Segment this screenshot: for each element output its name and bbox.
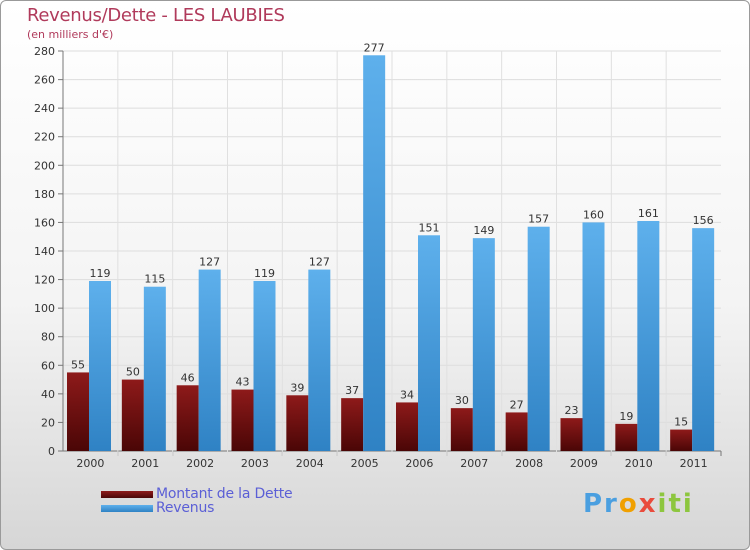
legend-swatch-debt [101, 490, 153, 498]
y-tick-label: 260 [34, 74, 55, 87]
debt-bar [450, 408, 473, 451]
x-tick-label: 2011 [680, 457, 708, 470]
x-tick-label: 2007 [460, 457, 488, 470]
debt-bar [121, 379, 144, 451]
y-tick-label: 240 [34, 102, 55, 115]
proxiti-logo: Proxiti [583, 489, 694, 519]
legend-label-debt: Montant de la Dette [156, 486, 293, 502]
x-tick-label: 2004 [296, 457, 324, 470]
revenue-value-label: 127 [199, 256, 220, 269]
revenue-bar [527, 226, 550, 451]
revenue-bar [363, 55, 386, 452]
debt-bar [615, 423, 638, 451]
debt-value-label: 46 [181, 371, 195, 384]
debt-value-label: 34 [400, 388, 414, 401]
y-tick-label: 60 [41, 359, 55, 372]
debt-bar [67, 372, 89, 451]
legend: Montant de la Dette Revenus [101, 486, 293, 516]
x-tick-label: 2005 [351, 457, 379, 470]
y-tick-label: 220 [34, 131, 55, 144]
y-tick-label: 20 [41, 416, 55, 429]
revenue-value-label: 156 [693, 214, 714, 227]
x-tick-label: 2003 [241, 457, 269, 470]
revenue-bar [692, 228, 715, 451]
revenue-bar [198, 269, 221, 451]
y-tick-label: 140 [34, 245, 55, 258]
x-tick-label: 2001 [131, 457, 159, 470]
revenue-value-label: 157 [528, 213, 549, 226]
revenue-bar [418, 235, 440, 451]
debt-bar [560, 418, 583, 451]
revenue-value-label: 161 [638, 207, 659, 220]
debt-bar [341, 398, 364, 451]
revenue-value-label: 119 [254, 267, 275, 280]
x-tick-label: 2009 [570, 457, 598, 470]
debt-value-label: 55 [71, 358, 85, 371]
legend-swatch-revenue [101, 504, 153, 512]
revenue-bar [89, 281, 111, 451]
revenue-bar [637, 221, 660, 451]
debt-value-label: 37 [345, 384, 359, 397]
x-tick-label: 2002 [186, 457, 214, 470]
debt-value-label: 19 [619, 410, 633, 423]
revenue-bar [253, 281, 276, 451]
revenue-bar [582, 222, 605, 451]
revenue-value-label: 149 [473, 224, 494, 237]
revenue-value-label: 127 [309, 256, 330, 269]
debt-value-label: 15 [674, 416, 688, 429]
debt-bar [396, 402, 418, 451]
revenue-value-label: 115 [144, 273, 165, 286]
debt-value-label: 27 [510, 398, 524, 411]
debt-value-label: 43 [236, 376, 250, 389]
debt-value-label: 39 [290, 381, 304, 394]
debt-bar [505, 412, 528, 451]
x-tick-label: 2000 [76, 457, 104, 470]
y-tick-label: 200 [34, 159, 55, 172]
y-tick-label: 40 [41, 388, 55, 401]
chart-title: Revenus/Dette - LES LAUBIES [27, 5, 285, 26]
y-tick-label: 160 [34, 216, 55, 229]
y-tick-label: 80 [41, 331, 55, 344]
x-tick-label: 2006 [405, 457, 433, 470]
y-tick-label: 180 [34, 188, 55, 201]
y-tick-label: 100 [34, 302, 55, 315]
revenue-value-label: 119 [90, 267, 111, 280]
logo-part-3: x [638, 489, 658, 519]
logo-part-4: iti [657, 489, 694, 519]
legend-item-revenue: Revenus [101, 500, 292, 516]
revenue-value-label: 160 [583, 208, 604, 221]
debt-bar [286, 395, 309, 451]
x-tick-label: 2010 [625, 457, 653, 470]
revenue-bar [308, 269, 331, 451]
logo-part-1: Pr [583, 489, 619, 519]
y-tick-label: 280 [34, 45, 55, 58]
revenue-bar [472, 238, 495, 451]
legend-item-debt: Montant de la Dette [101, 486, 293, 502]
logo-part-2: o [618, 489, 639, 519]
x-tick-label: 2008 [515, 457, 543, 470]
legend-label-revenue: Revenus [156, 500, 215, 516]
y-tick-label: 120 [34, 274, 55, 287]
debt-value-label: 23 [565, 404, 579, 417]
debt-bar [231, 389, 254, 451]
y-tick-label: 0 [48, 445, 55, 458]
debt-value-label: 30 [455, 394, 469, 407]
debt-value-label: 50 [126, 366, 140, 379]
revenue-bar [143, 286, 166, 451]
debt-bar [670, 429, 693, 451]
revenue-value-label: 151 [419, 221, 440, 234]
revenue-value-label: 277 [364, 41, 385, 54]
debt-bar [176, 385, 199, 451]
chart-subtitle: (en milliers d'€) [27, 28, 114, 41]
